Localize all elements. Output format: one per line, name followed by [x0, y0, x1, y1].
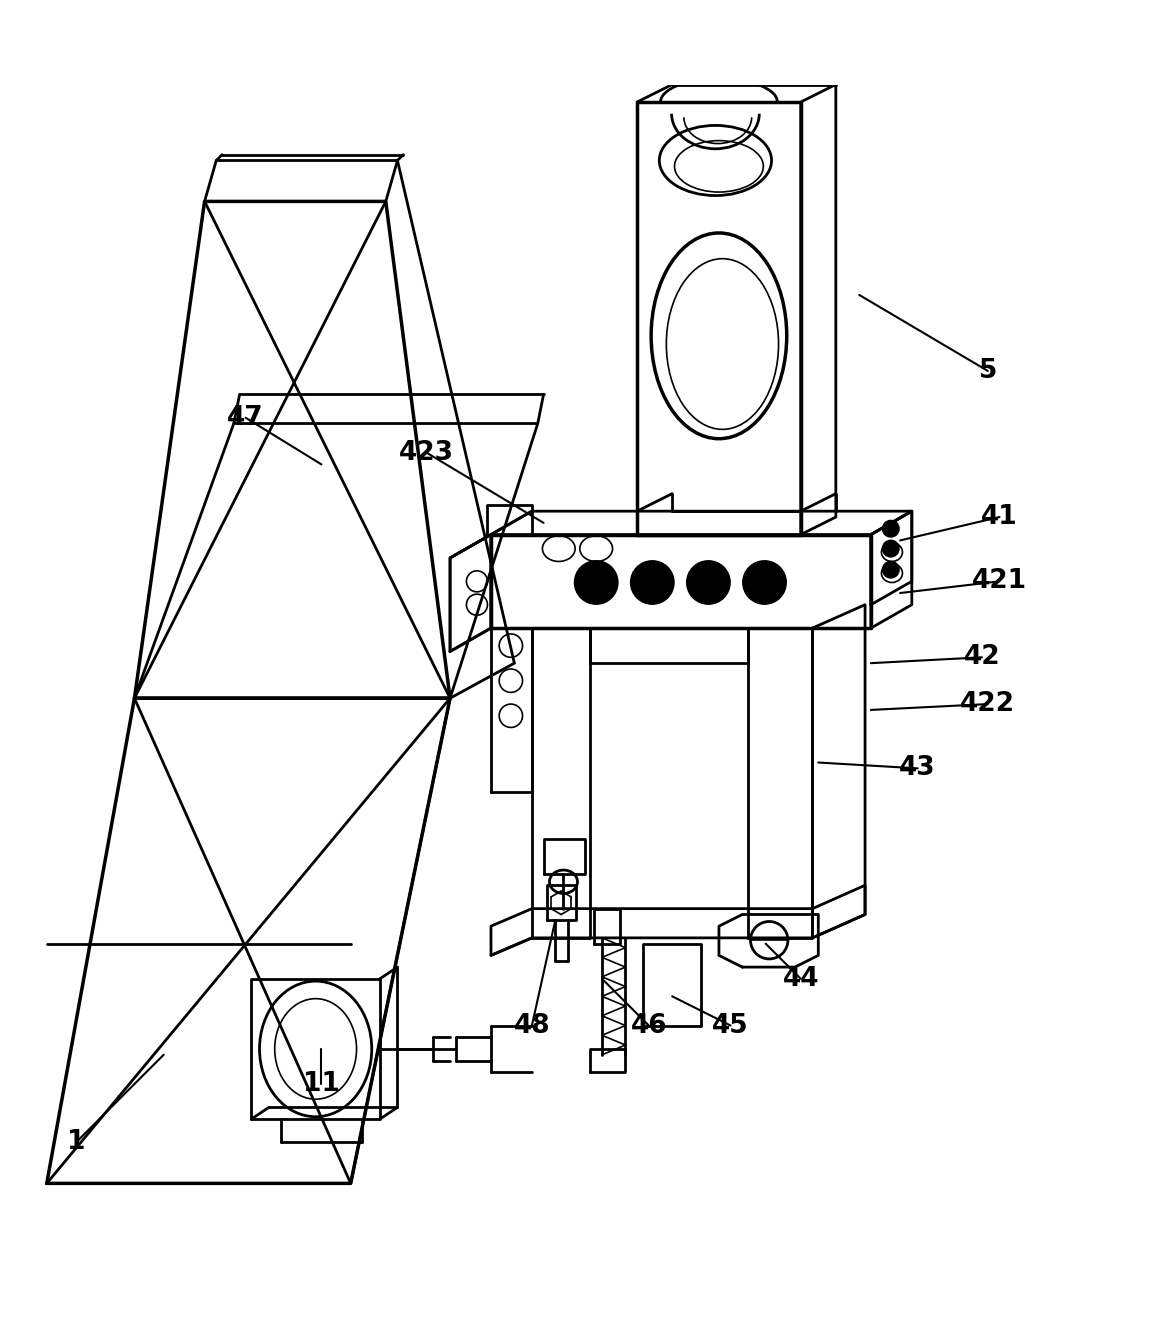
Ellipse shape	[883, 562, 899, 578]
Ellipse shape	[883, 541, 899, 557]
Text: 42: 42	[963, 645, 1001, 670]
Text: 11: 11	[303, 1070, 340, 1097]
Text: 423: 423	[399, 440, 455, 466]
Text: 5: 5	[978, 357, 997, 384]
Ellipse shape	[883, 520, 899, 537]
Ellipse shape	[687, 562, 729, 603]
Ellipse shape	[575, 562, 617, 603]
Text: 44: 44	[782, 966, 819, 991]
Text: 48: 48	[513, 1013, 551, 1038]
Text: 41: 41	[981, 504, 1018, 530]
Text: 421: 421	[971, 569, 1028, 594]
Text: 1: 1	[67, 1129, 85, 1156]
Text: 43: 43	[899, 756, 936, 781]
Ellipse shape	[743, 562, 786, 603]
Ellipse shape	[631, 562, 673, 603]
Text: 46: 46	[630, 1013, 667, 1038]
Text: 47: 47	[227, 404, 264, 431]
Text: 45: 45	[712, 1013, 749, 1038]
Text: 422: 422	[960, 690, 1016, 717]
